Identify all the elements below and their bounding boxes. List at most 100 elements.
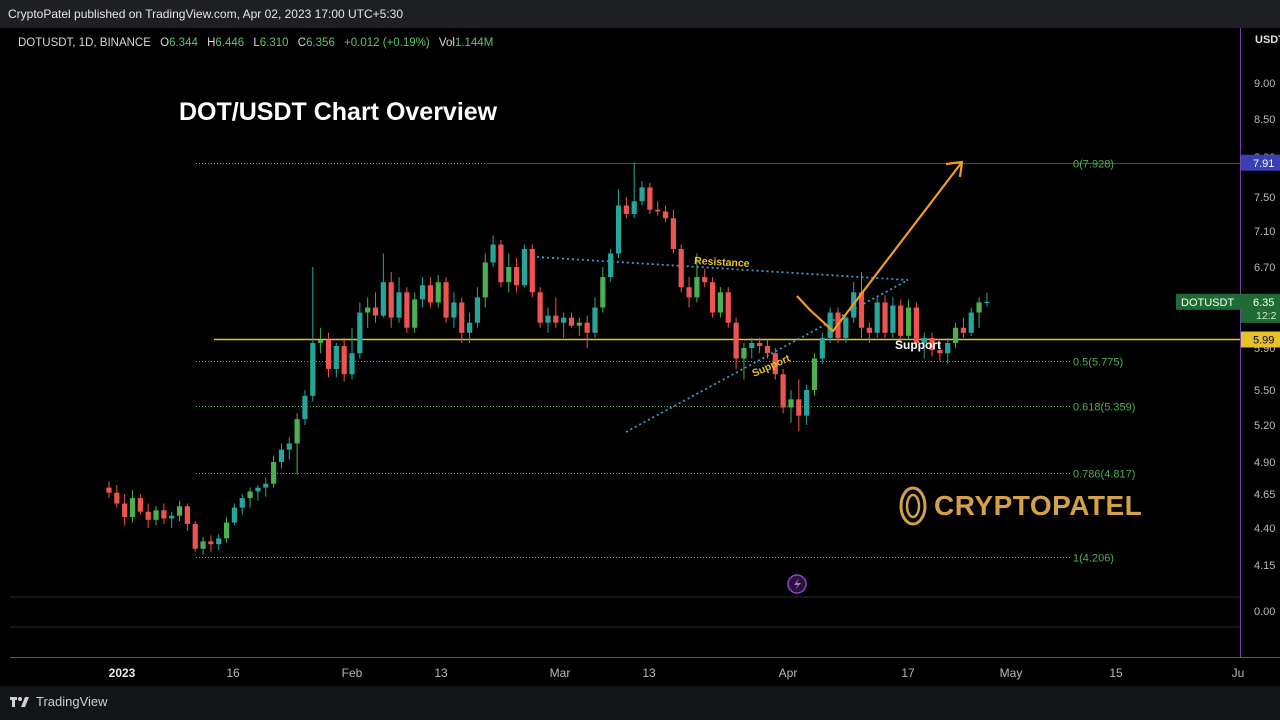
candle-body: [506, 267, 512, 283]
candle-body: [553, 315, 559, 323]
candle-body: [702, 277, 708, 283]
candle: [161, 503, 167, 524]
candle-body: [866, 327, 872, 333]
legend-vol-label: Vol: [438, 37, 455, 49]
candle: [271, 455, 277, 488]
candle: [694, 253, 700, 303]
candle: [945, 337, 951, 364]
candle: [796, 379, 802, 432]
legend-symbol: DOTUSDT, 1D, BINANCE: [18, 37, 151, 49]
candle: [122, 494, 128, 526]
price-tick-label: 4.15: [1254, 560, 1275, 572]
candle: [866, 322, 872, 343]
candle-body: [960, 327, 967, 333]
lightning-icon: [787, 574, 807, 594]
candle-body: [874, 302, 880, 333]
candle: [310, 267, 316, 402]
candle-body: [365, 307, 371, 313]
price-tick-label: 4.90: [1254, 457, 1275, 469]
candle-body: [286, 443, 292, 450]
legend-low: 6.310: [259, 37, 289, 49]
candle: [239, 494, 245, 515]
candle-body: [514, 267, 520, 286]
fib-level-label: 0(7.928): [1073, 159, 1114, 171]
candle-body: [709, 282, 716, 313]
candle: [890, 297, 896, 338]
arrow-head: [945, 160, 964, 178]
candle-body: [678, 249, 684, 288]
candle-body: [482, 262, 488, 298]
candle-body: [396, 292, 402, 318]
candle: [623, 197, 629, 219]
candle: [639, 181, 645, 206]
time-tick-label: Ju: [1232, 666, 1245, 680]
candle: [741, 342, 747, 380]
candle-body: [271, 462, 277, 484]
candle: [365, 297, 371, 328]
candle: [521, 244, 528, 288]
candle: [749, 337, 755, 359]
candle: [357, 302, 363, 359]
tradingview-brand[interactable]: TradingView: [10, 694, 108, 709]
countdown-text: 12:2: [1256, 310, 1277, 322]
candle: [435, 275, 441, 308]
candle-body: [741, 348, 747, 359]
price-tick-label: 6.70: [1254, 262, 1275, 274]
candle-body: [921, 337, 927, 343]
candle-body: [106, 487, 112, 493]
candle: [443, 277, 449, 323]
candle: [725, 287, 731, 328]
candle: [772, 348, 778, 380]
candle: [843, 312, 849, 343]
legend-volume: 1.144M: [454, 37, 494, 49]
candle-body: [161, 510, 167, 519]
candle-body: [184, 506, 190, 524]
symbol-tag: [1176, 293, 1242, 310]
price-tick-label: 7.50: [1254, 192, 1275, 204]
candle-body: [427, 285, 433, 303]
candle-body: [192, 523, 198, 549]
candle: [216, 533, 222, 551]
candle-body: [294, 419, 300, 444]
candle-body: [498, 244, 504, 283]
candle: [247, 487, 253, 508]
price-tick-label: 5.50: [1254, 385, 1275, 397]
candle-body: [231, 507, 238, 523]
support-label: Support: [895, 338, 941, 352]
candle: [137, 494, 143, 515]
candle-body: [733, 322, 739, 359]
candle: [960, 317, 967, 338]
candle: [537, 287, 543, 328]
candle: [388, 272, 394, 328]
candle: [106, 481, 112, 499]
time-tick-label: Apr: [779, 666, 798, 680]
candle: [584, 315, 590, 348]
candle-body: [380, 282, 386, 316]
candle-body: [529, 249, 535, 293]
candle: [764, 339, 771, 359]
support-price-tag: [1241, 331, 1280, 348]
candle-body: [882, 302, 888, 333]
resistance-trendline: [536, 256, 909, 281]
candle: [372, 292, 379, 323]
price-tick-label: 4.40: [1254, 523, 1275, 535]
symbol-tag-text: DOTUSDT: [1181, 297, 1234, 309]
candle: [427, 277, 433, 308]
candle-body: [435, 282, 441, 303]
legend-change: +0.012 (+0.19%): [344, 37, 430, 49]
published-bar: CryptoPatel published on TradingView.com…: [0, 0, 1280, 28]
candle-body: [725, 292, 731, 323]
candle: [827, 307, 833, 343]
candle: [655, 201, 661, 216]
time-tick-label: 16: [226, 666, 240, 680]
current-price-text: 6.35: [1253, 297, 1274, 309]
price-tick-label: 8.50: [1254, 114, 1275, 126]
support-trend-label: Support: [750, 352, 792, 380]
candle: [545, 307, 551, 333]
candle: [905, 299, 912, 340]
candle-body: [568, 317, 575, 326]
candle: [592, 297, 598, 338]
candle: [466, 312, 473, 343]
candle-body: [145, 511, 151, 520]
